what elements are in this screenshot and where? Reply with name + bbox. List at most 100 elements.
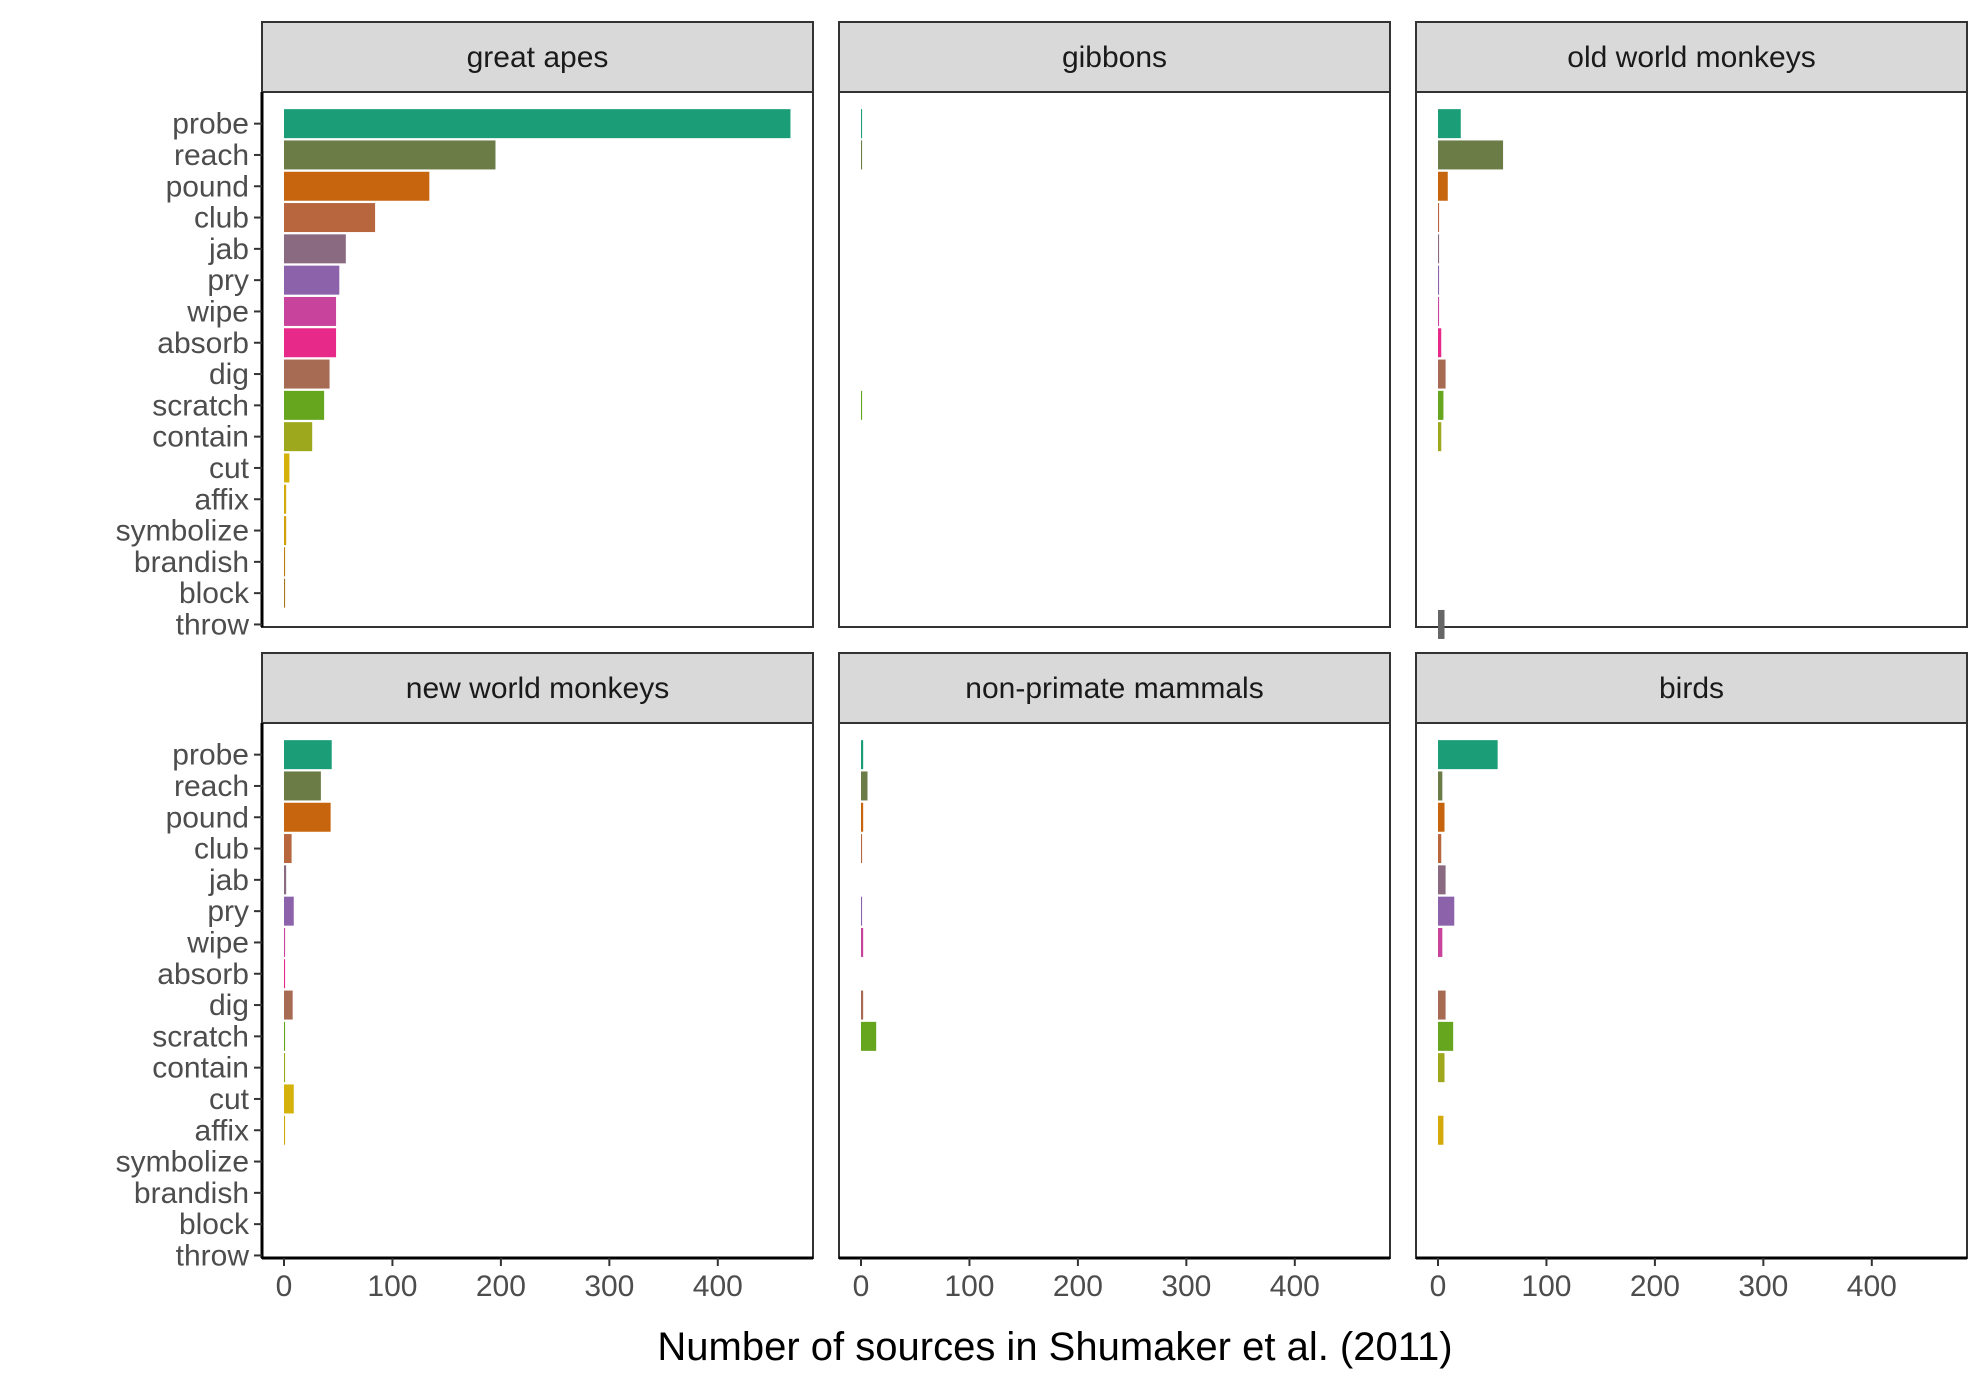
- y-tick-label: throw: [176, 1239, 250, 1272]
- x-tick-label: 0: [276, 1270, 293, 1303]
- y-tick-label: pound: [166, 170, 249, 203]
- y-tick-label: wipe: [186, 295, 249, 328]
- bar-absorb: [284, 328, 337, 358]
- y-tick-label: probe: [172, 739, 249, 772]
- x-axis-title: Number of sources in Shumaker et al. (20…: [657, 1325, 1452, 1369]
- y-tick-label: pry: [207, 895, 249, 928]
- bar-wipe: [1438, 927, 1443, 957]
- bar-probe: [1438, 740, 1498, 770]
- bar-reach: [284, 771, 321, 801]
- y-tick-label: dig: [209, 358, 249, 391]
- y-tick-label: absorb: [157, 327, 249, 360]
- y-tick-label: symbolize: [116, 1146, 249, 1179]
- facet-strip-label: birds: [1659, 672, 1724, 705]
- facet-panel: birds 0 100 200 300 400: [1415, 652, 1968, 1303]
- bar-scratch: [284, 390, 325, 420]
- y-tick-label: pry: [207, 264, 249, 297]
- bar-probe: [1438, 109, 1461, 139]
- x-tick-label: 400: [693, 1270, 743, 1303]
- facet-strip-label: non-primate mammals: [965, 672, 1263, 705]
- bar-probe: [284, 109, 791, 139]
- x-tick-label: 400: [1847, 1270, 1897, 1303]
- panel-border: [838, 91, 1391, 628]
- facet-strip: [838, 21, 1391, 93]
- bar-block: [284, 578, 286, 608]
- facet-panel: great apes throwblockbrandishsymbolizeaff…: [116, 21, 814, 641]
- panel-border: [261, 722, 814, 1259]
- bar-reach: [1438, 140, 1504, 170]
- facet-panel: non-primate mammals 0 100 200 300 400: [838, 652, 1391, 1303]
- x-tick-label: 300: [1161, 1270, 1211, 1303]
- panel-border: [1415, 91, 1968, 628]
- bar-wipe: [861, 927, 864, 957]
- y-tick-label: affix: [195, 1114, 249, 1147]
- bar-probe: [861, 740, 864, 770]
- y-tick-label: absorb: [157, 958, 249, 991]
- bar-scratch: [1438, 390, 1444, 420]
- facet-strip: [261, 21, 814, 93]
- x-tick-label: 400: [1270, 1270, 1320, 1303]
- bar-jab: [1438, 234, 1440, 264]
- bar-contain: [1438, 1053, 1445, 1083]
- bar-symbolize: [284, 516, 287, 546]
- facet-strip: [838, 652, 1391, 724]
- bar-affix: [284, 484, 287, 514]
- y-tick-label: cut: [209, 452, 250, 485]
- y-tick-label: throw: [176, 608, 250, 641]
- bar-reach: [1438, 771, 1443, 801]
- bar-scratch: [861, 1021, 877, 1051]
- bar-dig: [1438, 990, 1446, 1020]
- bar-club: [284, 834, 292, 864]
- bar-pry: [284, 896, 294, 926]
- panel-border: [838, 722, 1391, 1259]
- y-tick-label: symbolize: [116, 515, 249, 548]
- x-tick-label: 0: [1430, 1270, 1447, 1303]
- y-tick-label: jab: [208, 233, 249, 266]
- bar-brandish: [284, 547, 286, 577]
- facet-strip: [1415, 21, 1968, 93]
- bar-probe: [861, 109, 863, 139]
- y-tick-label: scratch: [152, 1020, 249, 1053]
- facet-strip-label: great apes: [467, 41, 609, 74]
- bar-pound: [861, 802, 864, 832]
- y-tick-label: brandish: [134, 1177, 249, 1210]
- bar-pry: [861, 896, 863, 926]
- bar-wipe: [284, 927, 286, 957]
- y-tick-label: wipe: [186, 926, 249, 959]
- y-tick-label: scratch: [152, 389, 249, 422]
- bar-pound: [1438, 802, 1445, 832]
- y-tick-label: club: [194, 833, 249, 866]
- bar-affix: [284, 1115, 286, 1145]
- bar-cut: [284, 453, 290, 483]
- bar-dig: [1438, 359, 1446, 389]
- panel-border: [1415, 722, 1968, 1259]
- x-tick-label: 200: [476, 1270, 526, 1303]
- x-tick-label: 0: [853, 1270, 870, 1303]
- x-tick-label: 300: [1738, 1270, 1788, 1303]
- bar-wipe: [284, 296, 337, 326]
- y-tick-label: affix: [195, 483, 249, 516]
- bar-affix: [1438, 1115, 1444, 1145]
- bar-jab: [284, 234, 346, 264]
- x-tick-label: 100: [1521, 1270, 1571, 1303]
- bar-contain: [284, 1053, 286, 1083]
- y-tick-label: contain: [152, 421, 249, 454]
- y-tick-label: reach: [174, 139, 249, 172]
- bar-club: [284, 203, 376, 233]
- bar-reach: [861, 771, 868, 801]
- x-tick-label: 100: [367, 1270, 417, 1303]
- bar-probe: [284, 740, 332, 770]
- facet-panel: new world monkeys throwblockbrandishsymbo…: [116, 652, 814, 1303]
- x-tick-label: 200: [1630, 1270, 1680, 1303]
- bar-jab: [1438, 865, 1446, 895]
- y-tick-label: dig: [209, 989, 249, 1022]
- facet-strip-label: gibbons: [1062, 41, 1167, 74]
- facet-strip: [1415, 652, 1968, 724]
- y-tick-label: block: [179, 1208, 250, 1241]
- y-tick-label: brandish: [134, 546, 249, 579]
- facet-strip: [261, 652, 814, 724]
- bar-pound: [1438, 171, 1448, 201]
- facet-strip-label: new world monkeys: [406, 672, 669, 705]
- bar-throw: [1438, 609, 1445, 639]
- bar-absorb: [1438, 328, 1442, 358]
